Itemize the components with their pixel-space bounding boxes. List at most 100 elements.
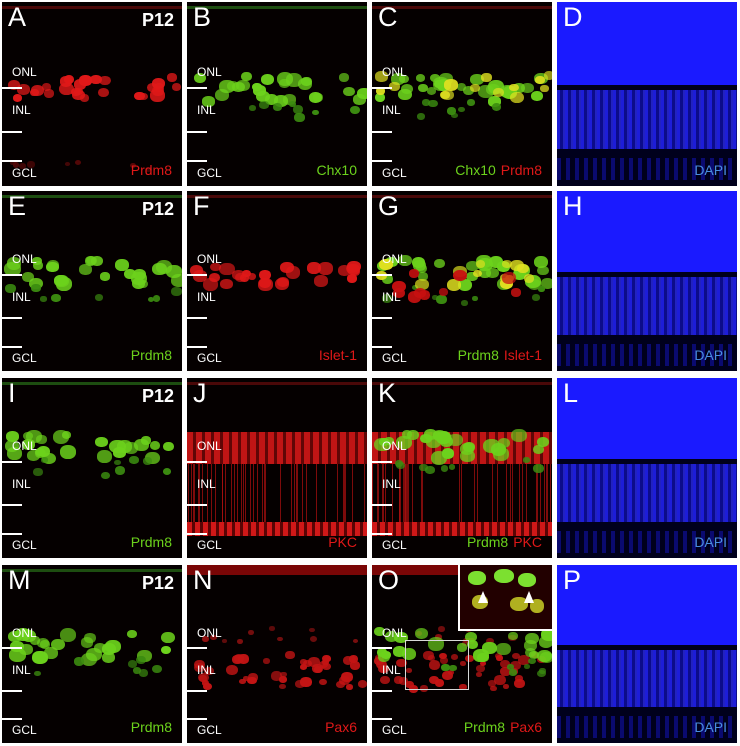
labeled-cell	[42, 452, 57, 465]
labeled-cell	[299, 664, 308, 671]
labeled-cell	[476, 665, 485, 673]
labeled-cell	[142, 457, 153, 465]
bipolar-process	[476, 435, 478, 526]
labeled-cell	[276, 636, 283, 642]
layer-boundary-tick	[372, 504, 392, 506]
stain-label: Chx10	[455, 162, 496, 178]
labeled-cell	[416, 113, 425, 120]
layer-boundary-tick	[372, 646, 392, 649]
bipolar-process	[525, 435, 527, 526]
bipolar-process	[344, 435, 345, 526]
labeled-cell	[114, 466, 126, 475]
labeled-cell	[247, 272, 257, 280]
labeled-cell	[382, 294, 393, 303]
labeled-cell	[466, 260, 479, 271]
onl-label: ONL	[12, 439, 37, 454]
pax6-top-band	[187, 565, 367, 575]
labeled-cell	[84, 633, 97, 643]
labeled-cell	[73, 657, 84, 666]
bipolar-process	[412, 435, 414, 526]
labeled-cell	[269, 626, 276, 631]
labeled-cell	[379, 258, 393, 270]
labeled-cell	[247, 676, 257, 685]
labeled-cell	[437, 78, 452, 91]
labeled-cell	[101, 471, 111, 480]
labeled-cell	[452, 269, 467, 282]
bipolar-process	[405, 435, 407, 526]
labeled-cell	[203, 682, 212, 691]
labeled-cell	[451, 653, 459, 660]
labeled-cell	[36, 637, 50, 649]
bipolar-process	[512, 435, 514, 526]
inl-label: INL	[382, 662, 401, 677]
bipolar-process	[211, 435, 213, 526]
labeled-cell	[343, 86, 356, 97]
labeled-cell	[494, 674, 507, 685]
bipolar-process	[240, 435, 242, 526]
labeled-cell	[21, 271, 34, 282]
labeled-cell	[300, 677, 312, 687]
labeled-cell	[27, 161, 35, 168]
labeled-cell	[440, 436, 454, 448]
bipolar-process	[402, 435, 404, 526]
bipolar-process	[536, 435, 538, 526]
labeled-cell	[459, 661, 466, 667]
micrograph-panel-d: D DAPI	[557, 2, 737, 186]
labeled-cell	[428, 675, 440, 685]
labeled-cell	[537, 649, 552, 663]
inl-label: INL	[12, 103, 31, 118]
bipolar-process	[214, 435, 216, 526]
labeled-cell	[18, 163, 26, 169]
labeled-cell	[51, 294, 62, 303]
stain-label: DAPI	[694, 719, 727, 735]
labeled-cell	[479, 660, 487, 666]
bipolar-process	[422, 435, 423, 526]
panel-letter: C	[378, 2, 398, 32]
bipolar-process	[345, 435, 347, 526]
labeled-cell	[491, 102, 502, 111]
bipolar-process	[336, 435, 338, 526]
dapi-gcl-band	[557, 531, 737, 553]
labeled-cell	[309, 635, 318, 642]
dapi-inl-band	[557, 277, 737, 335]
labeled-cell	[248, 629, 255, 635]
layer-boundary-tick	[2, 504, 22, 506]
gcl-label: GCL	[197, 538, 222, 553]
layer-boundary-tick	[187, 130, 207, 133]
labeled-cell	[487, 680, 496, 688]
micrograph-panel-g: ONL INL GCL G Prdm8 Islet-1	[372, 191, 552, 371]
panel-letter: F	[193, 191, 210, 221]
bipolar-process	[549, 435, 551, 526]
layer-boundary-tick	[187, 160, 207, 163]
inset-cell	[494, 569, 514, 583]
labeled-cell	[460, 449, 475, 462]
stain-label: PKC	[328, 534, 357, 550]
stain-labels: DAPI	[694, 162, 727, 178]
labeled-cell	[415, 278, 429, 290]
labeled-cell	[374, 92, 386, 102]
labeled-cell	[509, 91, 524, 104]
labeled-cell	[493, 87, 505, 97]
labeled-cell	[431, 294, 438, 300]
labeled-cell	[448, 669, 454, 675]
labeled-cell	[441, 448, 455, 459]
labeled-cell	[96, 450, 113, 463]
bipolar-process	[377, 435, 379, 526]
inset-cell	[468, 571, 486, 585]
labeled-cell	[470, 74, 484, 86]
layer-boundary-tick	[187, 689, 207, 692]
labeled-cell	[262, 658, 270, 665]
layer-boundary-tick	[372, 532, 392, 535]
labeled-cell	[145, 166, 152, 173]
stain-labels: Prdm8	[131, 534, 172, 550]
labeled-cell	[292, 105, 304, 114]
labeled-cell	[420, 433, 432, 444]
gcl-label: GCL	[382, 538, 407, 553]
layer-boundary-tick	[372, 689, 392, 692]
stain-label: Prdm8	[130, 347, 172, 363]
labeled-cell	[508, 632, 518, 641]
bipolar-process	[497, 435, 499, 526]
labeled-cell	[236, 80, 250, 92]
pkc-terminal-band	[187, 522, 367, 537]
labeled-cell	[481, 641, 497, 654]
